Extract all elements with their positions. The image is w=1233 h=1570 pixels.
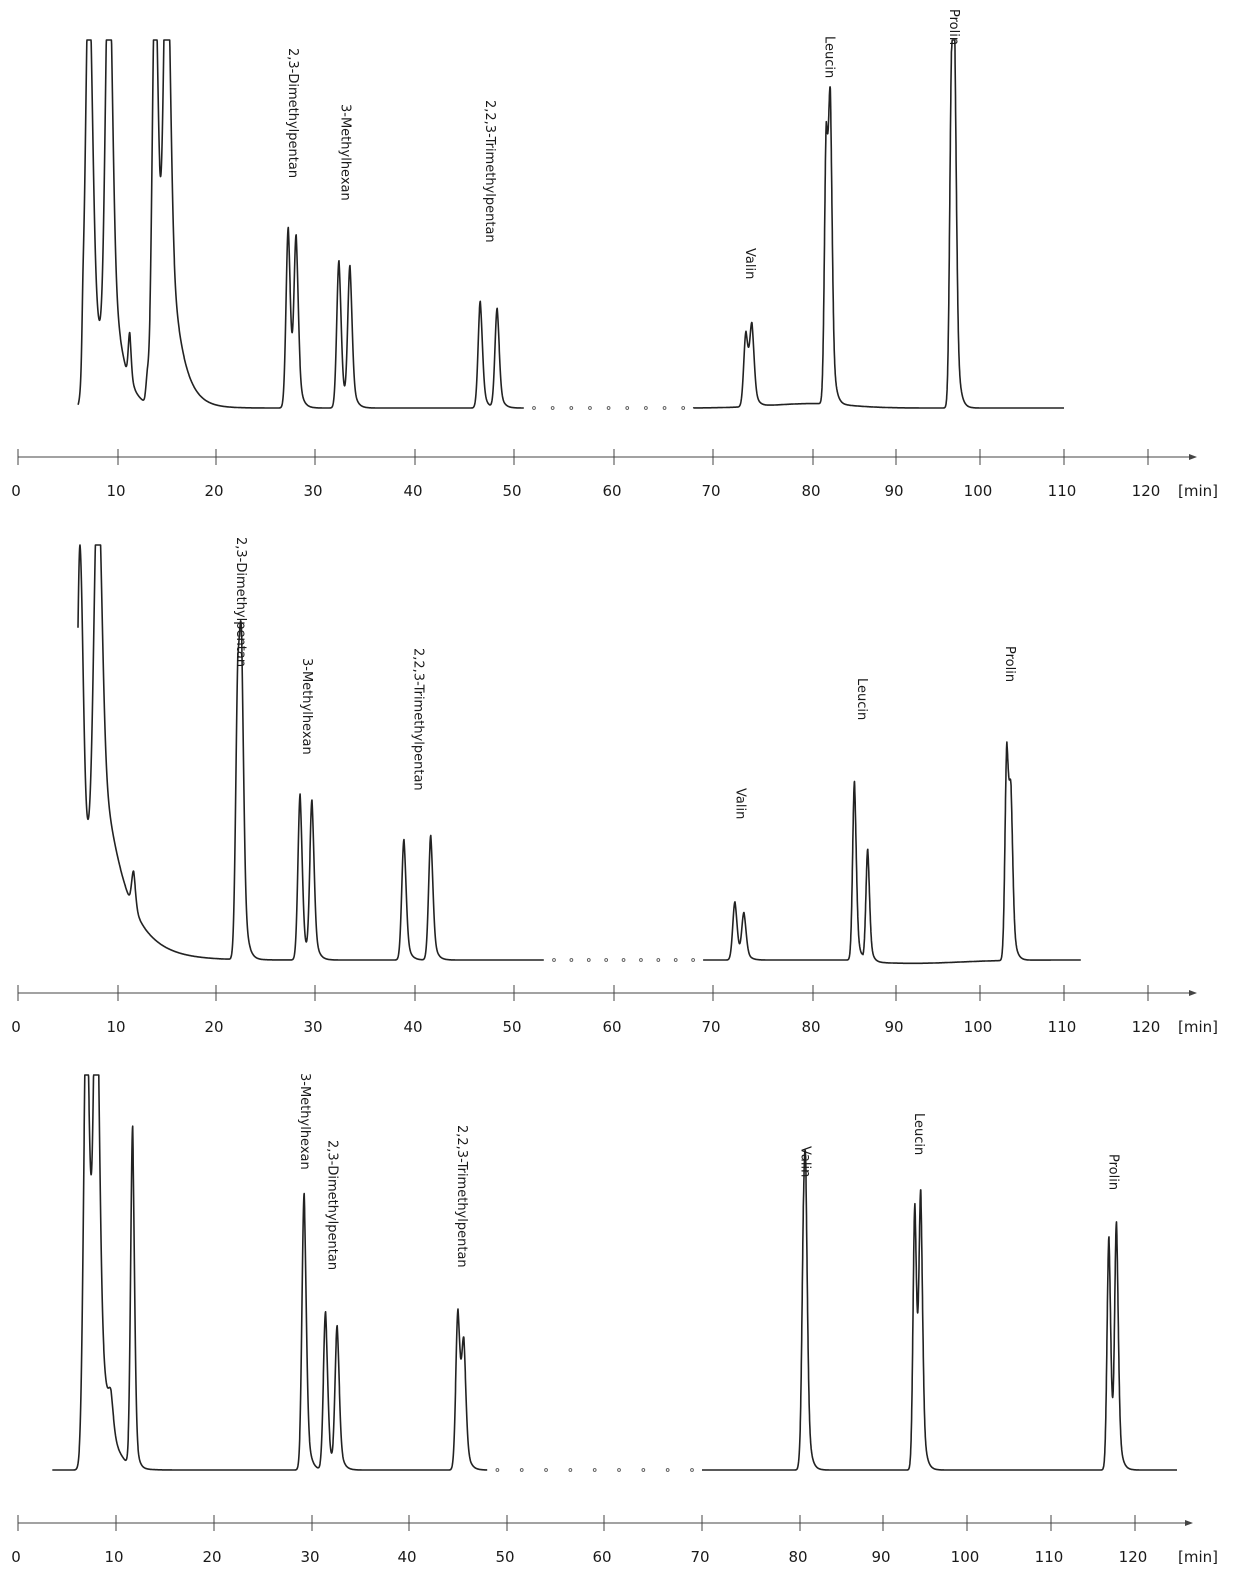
axis-break-dot	[550, 406, 555, 410]
axis-break-dot	[690, 1468, 694, 1472]
x-tick-label: 80	[801, 1018, 820, 1036]
peak-label: Valin	[742, 248, 757, 279]
axis-break-dot	[662, 406, 667, 410]
chromatogram-trace-right	[692, 39, 1065, 409]
x-tick-label: 10	[106, 1018, 125, 1036]
x-tick-label: 120	[1132, 1018, 1161, 1036]
chromatogram-trace-left	[77, 544, 545, 961]
x-tick-label: 100	[951, 1548, 980, 1566]
axis-break-dot	[519, 1468, 524, 1472]
x-tick-label: 0	[11, 1018, 21, 1036]
x-tick-label: 90	[884, 1018, 903, 1036]
chromatogram-panel-3: 0 10 20 30 40 50 60 70 80 90 100 110 120 [min] 3-Methy…	[11, 1073, 1218, 1566]
axis-break-dot	[681, 406, 686, 410]
x-tick-label: 120	[1119, 1548, 1148, 1566]
chromatogram-trace-left	[77, 39, 525, 409]
axis-break-dot	[639, 958, 643, 962]
x-tick-label: 70	[701, 1018, 720, 1036]
x-tick-label: 110	[1048, 1018, 1077, 1036]
peak-label: Prolin	[1106, 1154, 1121, 1190]
peak-label: Prolin	[946, 9, 961, 45]
x-tick-label: 70	[701, 482, 720, 500]
x-tick-label: 80	[801, 482, 820, 500]
axis-break-dot	[532, 406, 536, 410]
x-tick-label: 50	[502, 1018, 521, 1036]
x-tick-label: 20	[204, 1018, 223, 1036]
axis-break-dot	[588, 406, 592, 410]
x-axis-unit-label: [min]	[1178, 482, 1218, 500]
x-tick-label: 90	[871, 1548, 890, 1566]
axis-break-dot	[606, 406, 611, 410]
peak-label: Valin	[798, 1146, 813, 1177]
x-tick-label: 120	[1132, 482, 1161, 500]
peak-label: Prolin	[1002, 646, 1017, 682]
chromatogram-trace-left	[51, 1074, 488, 1471]
axis-break-dot	[617, 1468, 621, 1472]
axis-break-dot	[569, 958, 574, 962]
x-tick-label: 30	[303, 482, 322, 500]
x-tick-label: 100	[964, 482, 993, 500]
axis-break-dot	[568, 1468, 573, 1472]
x-axis-unit-label: [min]	[1178, 1018, 1218, 1036]
axis-break-dot	[644, 406, 648, 410]
peak-label: 3-Methylhexan	[338, 104, 353, 201]
axis-break-dot	[641, 1468, 646, 1472]
axis-break-dot	[586, 958, 591, 962]
peak-label: 2,2,3-Trimethylpentan	[410, 648, 425, 791]
x-axis-unit-label: [min]	[1178, 1548, 1218, 1566]
chromatogram-trace-right	[701, 1149, 1178, 1471]
x-tick-label: 40	[403, 482, 422, 500]
peak-label: Leucin	[854, 678, 869, 720]
x-tick-label: 60	[592, 1548, 611, 1566]
x-tick-label: 60	[602, 482, 621, 500]
peak-label: 2,2,3-Trimethylpentan	[454, 1125, 469, 1268]
x-tick-label: 20	[202, 1548, 221, 1566]
axis-break-dot	[665, 1468, 670, 1472]
x-tick-label: 60	[602, 1018, 621, 1036]
x-tick-label: 70	[690, 1548, 709, 1566]
peak-label: Valin	[733, 788, 748, 819]
chromatogram-panel-1: 0 10 20 30 40 50 60 70 80 90 100 110 120 [min] 2,3-Dim…	[11, 9, 1218, 500]
peak-label: 3-Methylhexan	[297, 1073, 312, 1170]
x-tick-label: 40	[397, 1548, 416, 1566]
peak-label: 2,2,3-Trimethylpentan	[482, 100, 497, 243]
axis-break-dot	[691, 958, 695, 962]
x-tick-label: 80	[788, 1548, 807, 1566]
x-tick-label: 100	[964, 1018, 993, 1036]
peak-label: 2,3-Dimethylpentan	[324, 1140, 339, 1270]
peak-label: Leucin	[821, 36, 836, 78]
peak-label: Leucin	[911, 1113, 926, 1155]
axis-break-dot	[552, 958, 556, 962]
axis-break-dot	[621, 958, 626, 962]
x-tick-label: 40	[403, 1018, 422, 1036]
x-tick-label: 0	[11, 1548, 21, 1566]
axis-break-dot	[569, 406, 574, 410]
x-tick-label: 10	[106, 482, 125, 500]
x-tick-label: 30	[303, 1018, 322, 1036]
axis-break-dot	[656, 958, 661, 962]
axis-break-dot	[673, 958, 678, 962]
x-tick-label: 50	[502, 482, 521, 500]
chromatogram-trace-right	[702, 741, 1082, 965]
x-tick-label: 20	[204, 482, 223, 500]
axis-break-dot	[604, 958, 609, 962]
x-tick-label: 110	[1035, 1548, 1064, 1566]
x-tick-label: 10	[104, 1548, 123, 1566]
peak-label: 2,3-Dimethylpentan	[233, 537, 248, 667]
x-tick-label: 30	[300, 1548, 319, 1566]
x-tick-label: 110	[1048, 482, 1077, 500]
x-tick-label: 0	[11, 482, 21, 500]
chromatogram-panel-2: 0 10 20 30 40 50 60 70 80 90 100 110 120 [min] 2,3-Dim…	[11, 537, 1218, 1036]
axis-break-dot	[592, 1468, 597, 1472]
x-tick-label: 50	[495, 1548, 514, 1566]
axis-break-dot	[625, 406, 630, 410]
axis-break-dot	[495, 1468, 500, 1472]
x-tick-label: 90	[884, 482, 903, 500]
peak-label: 3-Methylhexan	[299, 658, 314, 755]
peak-label: 2,3-Dimethylpentan	[285, 48, 300, 178]
axis-break-dot	[544, 1468, 548, 1472]
